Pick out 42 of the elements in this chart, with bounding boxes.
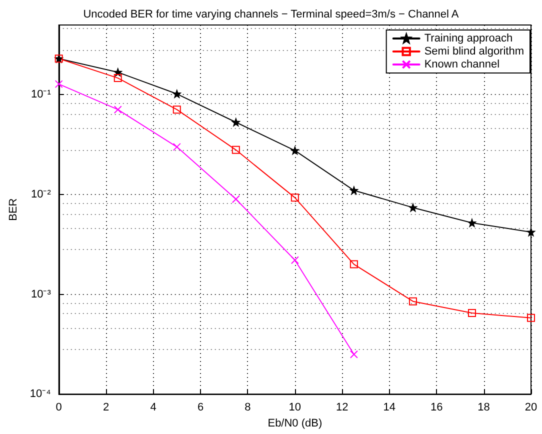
point bbox=[290, 194, 299, 202]
x-tick-label: 16 bbox=[430, 402, 443, 414]
point bbox=[527, 314, 535, 322]
point bbox=[350, 186, 358, 194]
point bbox=[408, 297, 417, 306]
point bbox=[54, 80, 63, 88]
legend-label: Known channel bbox=[424, 58, 500, 70]
x-tick-label: 10 bbox=[288, 402, 302, 414]
point bbox=[290, 256, 299, 264]
point bbox=[350, 350, 358, 358]
point bbox=[290, 146, 299, 155]
point bbox=[232, 195, 240, 204]
y-tick-label: 10⁻³ bbox=[30, 288, 52, 300]
legend-label: Training approach bbox=[424, 32, 513, 44]
point bbox=[408, 204, 417, 212]
y-tick-label: 10⁻¹ bbox=[30, 88, 52, 101]
x-tick-label: 4 bbox=[150, 402, 156, 414]
x-tick-label: 2 bbox=[103, 402, 110, 414]
chart-title: Uncoded BER for time varying channels − Terminal speed=3m/s − Channel A bbox=[83, 8, 460, 20]
x-tick-label: 0 bbox=[56, 402, 62, 414]
point bbox=[172, 142, 181, 151]
point bbox=[114, 74, 122, 82]
point bbox=[468, 218, 476, 227]
x-tick-label: 20 bbox=[524, 402, 538, 414]
x-tick-label: 14 bbox=[383, 402, 396, 414]
x-tick-label: 18 bbox=[478, 402, 490, 414]
x-axis-title: Eb/N0 (dB) bbox=[268, 418, 322, 430]
legend-label: Semi blind algorithm bbox=[424, 46, 524, 58]
point bbox=[172, 106, 181, 114]
y-axis-title: BER bbox=[8, 198, 20, 221]
point bbox=[527, 228, 535, 236]
x-tick-label: 6 bbox=[197, 402, 204, 414]
point bbox=[172, 90, 181, 98]
y-tick-label: 10⁻² bbox=[30, 188, 52, 201]
point bbox=[232, 146, 240, 154]
x-tick-label: 12 bbox=[336, 402, 348, 414]
y-tick-label: 10⁻⁴ bbox=[30, 388, 52, 400]
point bbox=[468, 308, 476, 317]
point bbox=[350, 260, 358, 268]
x-tick-label: 8 bbox=[244, 402, 251, 414]
point bbox=[232, 118, 240, 126]
point bbox=[114, 106, 122, 114]
